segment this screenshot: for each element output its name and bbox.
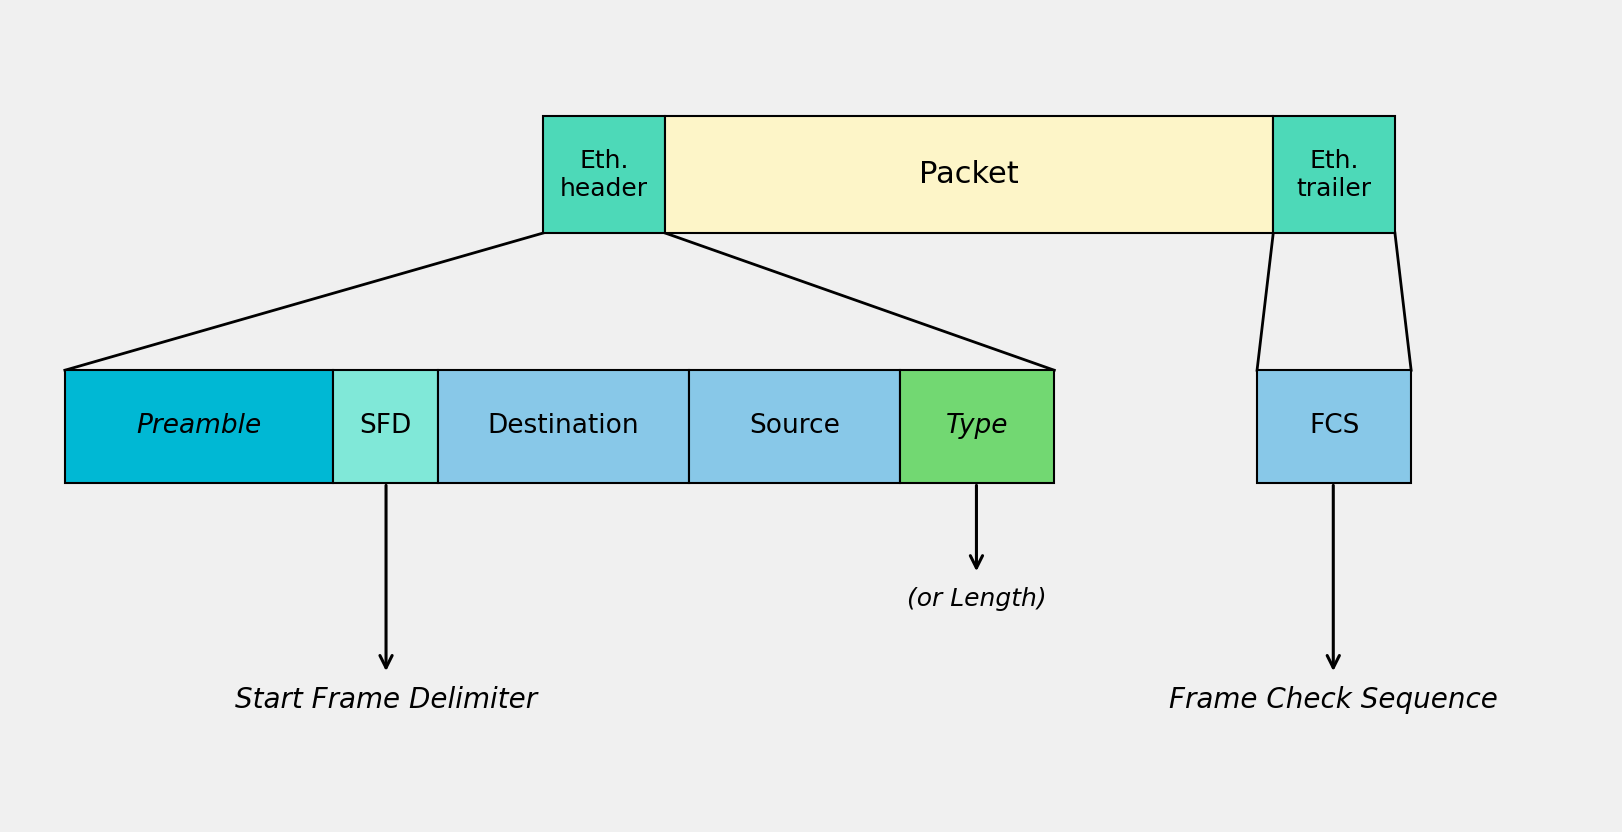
Bar (65, 370, 333, 483)
Text: Preamble: Preamble (136, 414, 261, 439)
Text: Type: Type (946, 414, 1009, 439)
Bar (1257, 370, 1411, 483)
Text: Destination: Destination (488, 414, 639, 439)
Text: Packet: Packet (920, 161, 1019, 189)
Bar (900, 370, 1054, 483)
Text: SFD: SFD (358, 414, 412, 439)
Text: Start Frame Delimiter: Start Frame Delimiter (235, 686, 537, 715)
Text: Eth.
trailer: Eth. trailer (1296, 149, 1372, 201)
Text: (or Length): (or Length) (907, 587, 1046, 611)
Bar (438, 370, 689, 483)
Text: Eth.
header: Eth. header (560, 149, 649, 201)
Bar (543, 116, 665, 233)
Bar (665, 116, 1273, 233)
Text: Frame Check Sequence: Frame Check Sequence (1169, 686, 1497, 715)
Bar (689, 370, 900, 483)
Bar (1273, 116, 1395, 233)
Bar (333, 370, 438, 483)
Text: Source: Source (749, 414, 840, 439)
Text: FCS: FCS (1309, 414, 1359, 439)
